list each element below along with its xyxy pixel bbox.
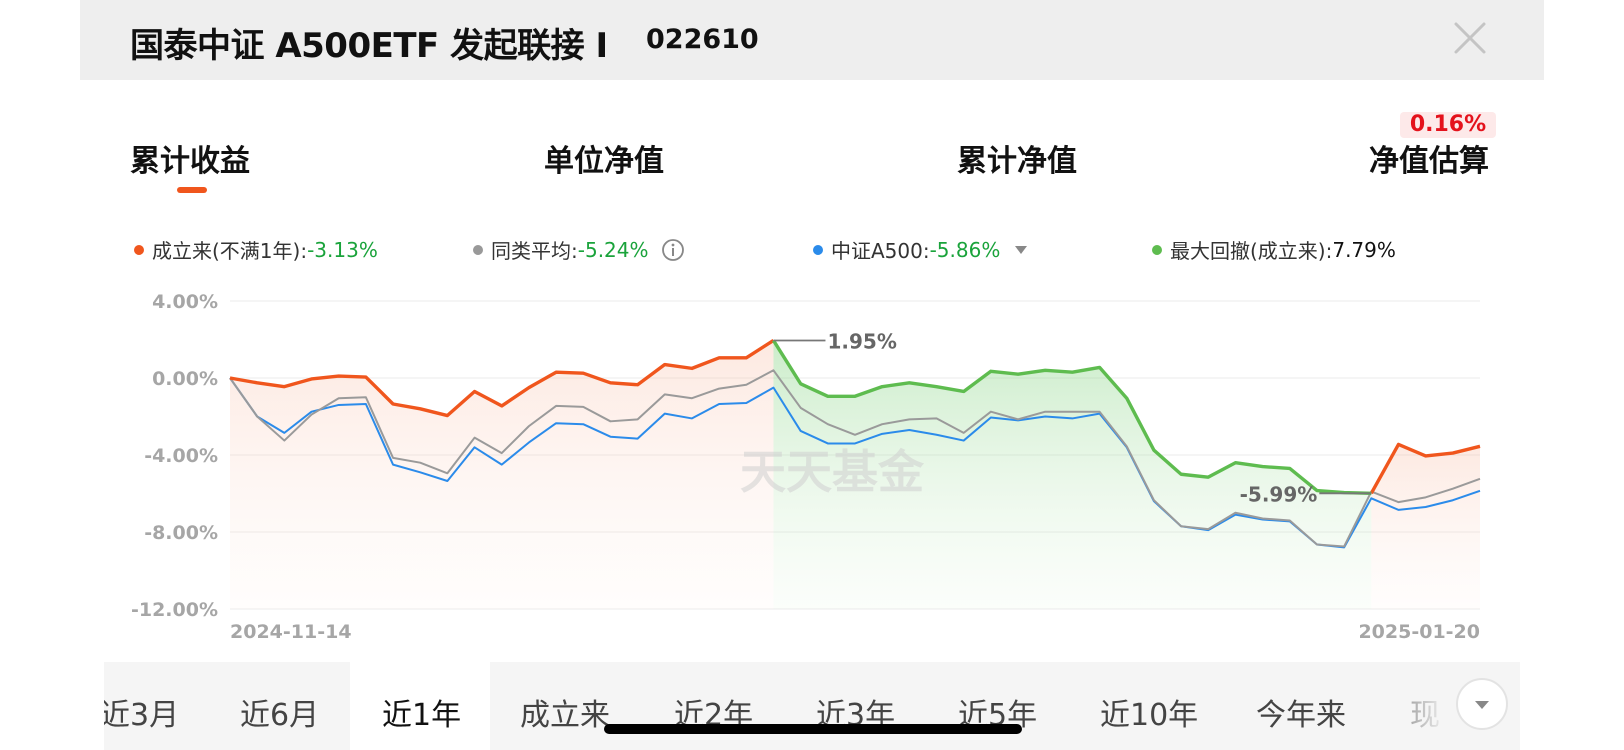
legend-value: -5.86% [929, 237, 1001, 262]
legend-category-avg: 同类平均: -5.24% [473, 235, 685, 264]
legend-label: 最大回撤(成立来): [1170, 239, 1333, 263]
period-active-background [350, 662, 490, 750]
y-tick-label: -12.00% [131, 599, 218, 621]
legend-value: -5.24% [577, 237, 649, 262]
legend-label: 同类平均: [491, 239, 578, 263]
legend-dot-fund [134, 244, 144, 255]
period-since-inception[interactable]: 成立来 [520, 698, 610, 733]
y-tick-label: -4.00% [144, 445, 218, 467]
min-value-annotation: -5.99% [1240, 482, 1318, 506]
estimate-badge: 0.16% [1400, 112, 1496, 138]
period-selector[interactable]: 近3月 近6月 近1年 成立来 近2年 近3年 近5年 近10年 今年来 现 [104, 662, 1520, 750]
legend-index[interactable]: 中证A500: -5.86% [813, 235, 1028, 264]
fund-name: 国泰中证 A500ETF 发起联接 I [130, 26, 608, 66]
y-tick-label: -8.00% [144, 522, 218, 544]
more-periods-button[interactable] [1456, 678, 1508, 730]
period-6m[interactable]: 近6月 [240, 698, 320, 733]
x-axis-end-label: 2025-01-20 [1358, 621, 1480, 640]
chart-watermark: 天天基金 [740, 445, 925, 499]
fund-code: 022610 [646, 24, 759, 55]
fund-line [1369, 442, 1481, 495]
close-icon[interactable] [1452, 20, 1488, 56]
category_avg-line [229, 369, 1481, 548]
drawdown-line [772, 339, 1372, 496]
active-tab-indicator [177, 187, 207, 193]
fund-header: 国泰中证 A500ETF 发起联接 I 022610 [80, 0, 1544, 80]
period-1y[interactable]: 近1年 [382, 698, 462, 733]
tab-cumulative-return[interactable]: 累计收益 [130, 144, 250, 179]
legend-value: 7.79% [1332, 237, 1396, 262]
period-3m[interactable]: 近3月 [104, 698, 180, 733]
period-ytd[interactable]: 今年来 [1256, 698, 1346, 733]
x-axis-start-label: 2024-11-14 [230, 621, 352, 640]
legend-dot-drawdown [1152, 244, 1162, 255]
fund-line [229, 339, 775, 418]
tab-unit-nav[interactable]: 单位净值 [544, 144, 664, 179]
drawdown-area-fill [773, 340, 1372, 609]
y-tick-label: 4.00% [152, 291, 218, 313]
legend-label: 中证A500: [831, 239, 930, 263]
tab-nav-estimate[interactable]: 净值估算 [1369, 144, 1489, 179]
chevron-down-icon [1475, 701, 1489, 709]
caret-down-icon[interactable] [1014, 245, 1028, 255]
fund-area-fill [1371, 444, 1480, 609]
max-value-annotation: 1.95% [827, 329, 896, 353]
period-10y[interactable]: 近10年 [1100, 698, 1199, 733]
return-chart[interactable]: 4.00% 0.00% -4.00% -8.00% -12.00% 天天基金 1.95%… [0, 0, 1624, 640]
info-icon[interactable] [661, 238, 685, 262]
fund-area-fill [230, 340, 774, 609]
y-tick-label: 0.00% [152, 368, 218, 390]
legend-fund: 成立来(不满1年): -3.13% [134, 235, 378, 264]
legend-dot-category [473, 244, 483, 255]
tab-cumulative-nav[interactable]: 累计净值 [957, 144, 1077, 179]
home-indicator [604, 724, 1022, 734]
legend-max-drawdown: 最大回撤(成立来): 7.79% [1152, 235, 1396, 264]
legend-label: 成立来(不满1年): [152, 239, 308, 263]
legend-dot-index [813, 244, 823, 255]
legend-value: -3.13% [307, 237, 378, 262]
